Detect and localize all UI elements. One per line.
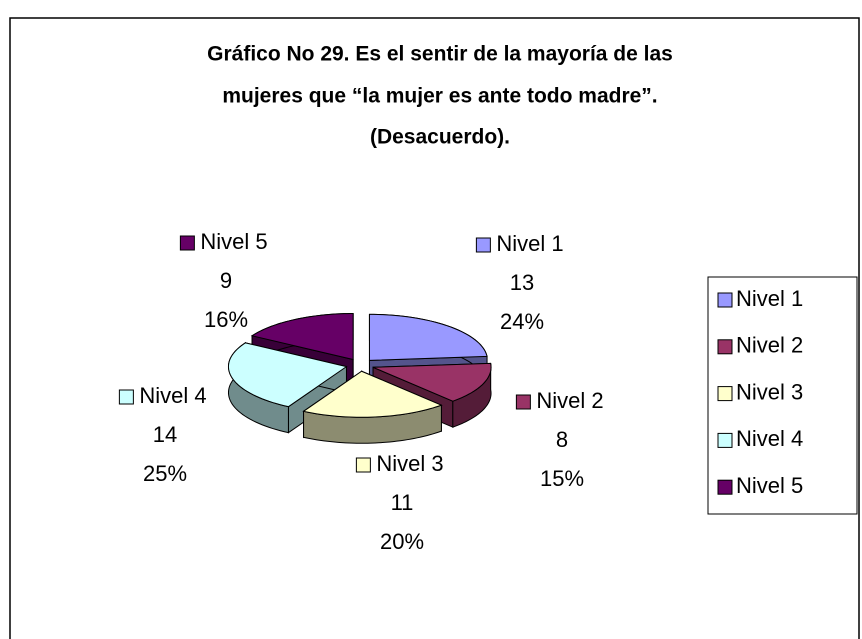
chart-title: (Desacuerdo). [370,126,510,149]
data-label-value: 13 [510,270,534,295]
chart-title: mujeres que “la mujer es ante todo madre… [222,85,657,108]
data-label-swatch [179,235,195,251]
data-label-swatch [475,237,491,253]
data-label: Nivel 5 [200,229,267,254]
slice-top [227,342,348,408]
pie-slice [302,370,443,444]
legend-swatch [717,339,733,355]
slice-top [250,313,354,361]
legend-swatch [717,432,733,448]
data-label: Nivel 2 [536,388,603,413]
data-label-swatch [118,389,134,405]
legend-label: Nivel 4 [736,426,803,451]
slice-top [372,362,492,402]
data-label: Nivel 4 [139,383,206,408]
data-label-swatch [355,457,371,473]
data-label: Nivel 1 [496,231,563,256]
data-label-value: 14 [153,422,177,447]
data-label-percent: 20% [380,529,424,554]
pie-slice [227,341,348,434]
data-label-percent: 25% [143,461,187,486]
data-label-percent: 16% [204,307,248,332]
legend-label: Nivel 1 [736,286,803,311]
legend-swatch [717,386,733,402]
data-label-value: 8 [556,427,568,452]
legend-swatch [717,292,733,308]
chart-frame [9,17,860,639]
legend-label: Nivel 5 [736,473,803,498]
pie-slice [372,362,492,428]
data-label-percent: 24% [500,309,544,334]
data-label: Nivel 3 [376,451,443,476]
slice-top [368,313,488,361]
legend-box [707,276,858,515]
data-label-value: 11 [391,490,414,515]
data-label-swatch [515,394,531,410]
chart-title: Gráfico No 29. Es el sentir de la mayorí… [207,43,673,66]
legend-label: Nivel 2 [736,333,803,358]
slice-top [302,370,443,418]
data-label-percent: 15% [540,466,584,491]
legend-swatch [717,479,733,495]
data-label-value: 9 [220,268,232,293]
legend-label: Nivel 3 [736,379,803,404]
